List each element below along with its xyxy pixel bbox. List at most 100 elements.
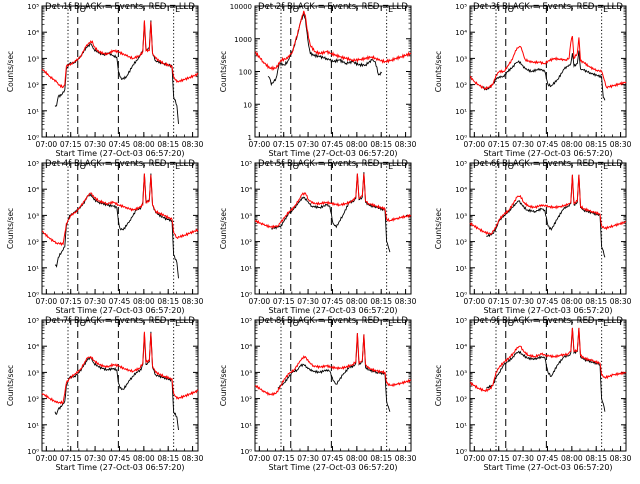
y-tick-label: 10⁰ xyxy=(455,134,467,142)
x-tick-label: 08:00 xyxy=(346,454,368,463)
plot-frame xyxy=(41,5,199,138)
y-tick-label: 10⁴ xyxy=(27,186,39,194)
x-tick-label: 08:30 xyxy=(610,140,632,149)
y-tick-label: 10² xyxy=(240,239,252,247)
x-tick-label: 07:45 xyxy=(322,454,344,463)
y-axis-label: Counts/sec xyxy=(434,365,443,406)
x-axis-label: Start Time (27-Oct-03 06:57:20) xyxy=(268,463,397,472)
y-tick-label: 10 xyxy=(243,101,252,109)
x-tick-label: 08:15 xyxy=(585,297,607,306)
lld-series-line xyxy=(469,327,627,393)
x-tick-label: 08:15 xyxy=(585,140,607,149)
y-tick-label: 10² xyxy=(455,396,467,404)
x-tick-label: 08:30 xyxy=(395,297,417,306)
detector-panel-2: 07:00 07:15 07:30 07:45 08:00 08:15 08:30 1 10 10… xyxy=(219,2,417,158)
lld-series-line xyxy=(254,333,412,397)
y-tick-label: 10⁴ xyxy=(240,186,252,194)
y-tick-label: 10⁴ xyxy=(455,29,467,37)
x-tick-label: 07:30 xyxy=(512,297,534,306)
y-tick-label: 10³ xyxy=(240,212,252,220)
x-tick-label: 08:30 xyxy=(395,454,417,463)
y-tick-label: 10³ xyxy=(240,369,252,377)
x-tick-label: 08:00 xyxy=(133,140,155,149)
y-tick-label: 10² xyxy=(455,82,467,90)
x-tick-label: 08:00 xyxy=(561,454,583,463)
x-tick-label: 07:00 xyxy=(249,140,271,149)
x-tick-label: 07:30 xyxy=(84,454,106,463)
x-tick-label: 08:00 xyxy=(346,140,368,149)
y-tick-label: 10⁵ xyxy=(455,160,467,168)
x-tick-label: 08:15 xyxy=(585,454,607,463)
lld-series-line xyxy=(469,174,627,236)
y-axis-label: Counts/sec xyxy=(434,208,443,249)
x-tick-label: 08:15 xyxy=(370,454,392,463)
y-tick-label: 10¹ xyxy=(240,265,252,273)
lld-series-line xyxy=(469,35,627,91)
x-tick-label: 07:15 xyxy=(60,454,82,463)
x-tick-label: 07:00 xyxy=(464,297,486,306)
e-marker: E xyxy=(603,319,608,328)
x-axis-label: Start Time (27-Oct-03 06:57:20) xyxy=(268,306,397,315)
y-tick-label: 10¹ xyxy=(455,108,467,116)
detector-panel-9: 07:00 07:15 07:30 07:45 08:00 08:15 08:30 10⁰ 10… xyxy=(434,316,632,472)
x-tick-label: 07:45 xyxy=(537,297,559,306)
x-tick-label: 07:15 xyxy=(60,140,82,149)
x-tick-label: 07:15 xyxy=(488,140,510,149)
e-marker: E xyxy=(175,319,180,328)
x-tick-label: 08:15 xyxy=(157,454,179,463)
e-marker: E xyxy=(603,162,608,171)
y-tick-label: 100 xyxy=(239,69,252,77)
x-tick-label: 07:30 xyxy=(297,454,319,463)
x-tick-label: 08:15 xyxy=(157,140,179,149)
y-tick-label: 1 xyxy=(248,134,252,142)
o-marker: O xyxy=(293,162,299,171)
y-tick-label: 10¹ xyxy=(27,422,39,430)
plot-frame xyxy=(41,319,199,452)
y-tick-label: 10¹ xyxy=(27,265,39,273)
y-axis-label: Counts/sec xyxy=(219,365,228,406)
panel-title: Det 8f BLACK = Events, RED = LLD xyxy=(258,316,408,326)
events-series-line xyxy=(277,333,391,412)
x-tick-label: 07:15 xyxy=(488,454,510,463)
y-tick-label: 10³ xyxy=(455,212,467,220)
x-tick-label: 07:30 xyxy=(512,454,534,463)
x-tick-label: 07:45 xyxy=(537,454,559,463)
x-tick-label: 07:45 xyxy=(109,454,131,463)
events-series-line xyxy=(486,327,606,412)
x-tick-label: 07:30 xyxy=(84,140,106,149)
o-marker: O xyxy=(80,319,86,328)
events-series-line xyxy=(54,331,179,431)
panel-title: Det 9f BLACK = Events, RED = LLD xyxy=(473,316,623,326)
x-tick-label: 07:30 xyxy=(297,297,319,306)
y-tick-label: 10⁵ xyxy=(455,317,467,325)
y-tick-label: 1000 xyxy=(234,36,252,44)
x-tick-label: 08:00 xyxy=(133,297,155,306)
plot-frame xyxy=(254,319,412,452)
detector-panel-5: 07:00 07:15 07:30 07:45 08:00 08:15 08:30 10⁰ 10… xyxy=(219,159,417,315)
x-tick-label: 08:30 xyxy=(395,140,417,149)
y-tick-label: 10³ xyxy=(455,369,467,377)
lld-series-line xyxy=(254,10,412,72)
y-axis-label: Counts/sec xyxy=(6,365,15,406)
x-tick-label: 07:00 xyxy=(464,140,486,149)
x-tick-label: 08:00 xyxy=(561,140,583,149)
y-tick-label: 10⁰ xyxy=(240,448,252,456)
events-series-line xyxy=(486,174,606,258)
y-tick-label: 10² xyxy=(240,396,252,404)
y-tick-label: 10⁵ xyxy=(27,317,39,325)
e-marker: E xyxy=(388,5,393,14)
y-tick-label: 10⁴ xyxy=(27,343,39,351)
e-marker: E xyxy=(603,5,608,14)
y-tick-label: 10000 xyxy=(230,3,252,11)
x-tick-label: 07:45 xyxy=(322,297,344,306)
x-tick-label: 08:00 xyxy=(133,454,155,463)
e-marker: E xyxy=(175,162,180,171)
o-marker: O xyxy=(508,5,514,14)
y-tick-label: 10⁵ xyxy=(27,160,39,168)
detector-panel-3: 07:00 07:15 07:30 07:45 08:00 08:15 08:30 10⁰ 10… xyxy=(434,2,632,158)
e-marker: E xyxy=(388,319,393,328)
panel-title: Det 5f BLACK = Events, RED = LLD xyxy=(258,159,408,169)
y-tick-label: 10⁴ xyxy=(27,29,39,37)
x-tick-label: 08:30 xyxy=(182,140,204,149)
y-tick-label: 10¹ xyxy=(455,422,467,430)
